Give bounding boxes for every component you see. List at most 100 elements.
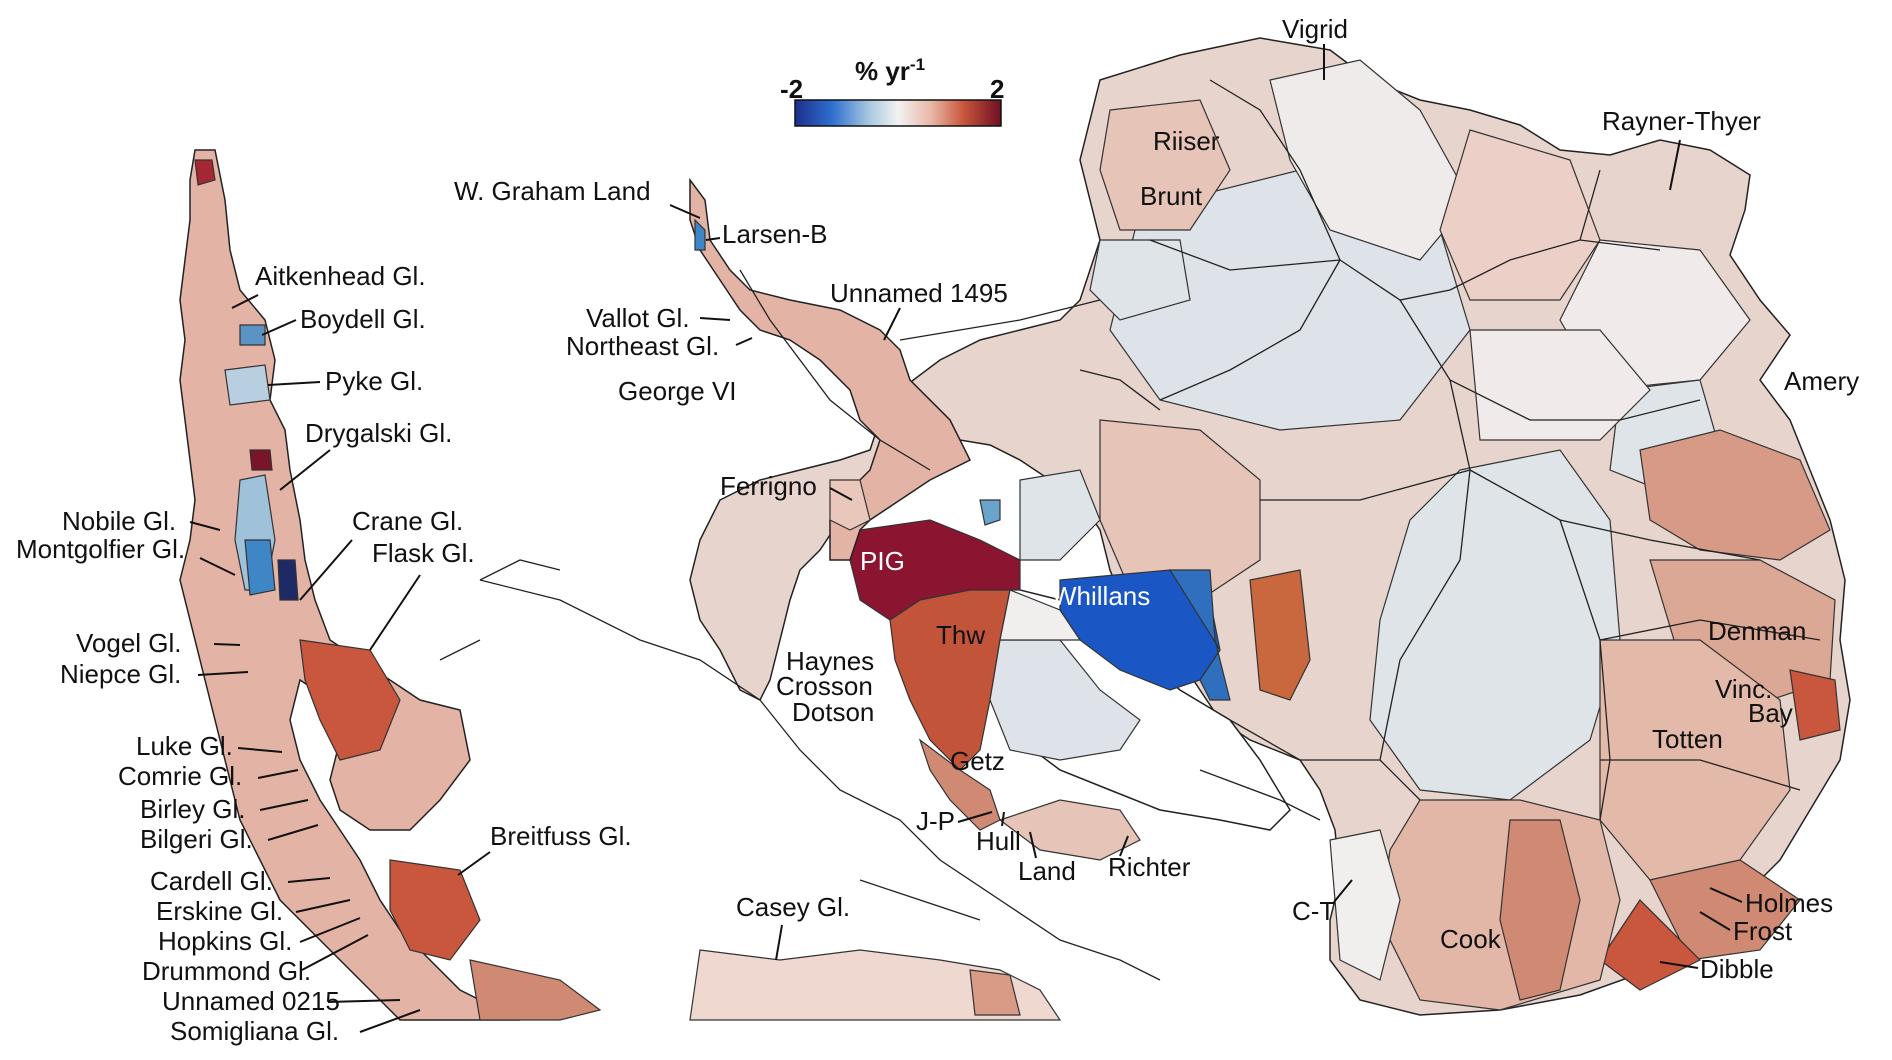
- colorbar-max-label: 2: [990, 74, 1004, 104]
- basin-east-ct: [1329, 829, 1401, 981]
- label-bilgeri: Bilgeri Gl.: [140, 824, 253, 854]
- basin-east-red-coast-vincennes: [1789, 669, 1841, 741]
- basin-east-riiser: [1099, 99, 1231, 231]
- colorbar-min-label: -2: [780, 74, 803, 104]
- basin-zoom-south-red: [469, 959, 602, 1021]
- peninsula-zoom: [179, 149, 1062, 1021]
- basin-west-pale-blue: [989, 639, 1141, 761]
- label-riiser: Riiser: [1153, 126, 1220, 156]
- colorbar-legend: % yr-1 -2 2: [780, 55, 1004, 127]
- west-antarctica: [849, 469, 1291, 861]
- grounding-line-middle: [739, 269, 931, 471]
- label-crosson: Crosson: [776, 671, 873, 701]
- label-larsen-b: Larsen-B: [722, 219, 828, 249]
- basin-zoom-boydell-blue: [239, 324, 266, 346]
- label-vallot: Vallot Gl.: [586, 303, 690, 333]
- label-amery: Amery: [1784, 366, 1859, 396]
- label-northeast: Northeast Gl.: [566, 331, 719, 361]
- basin-west-pale-blue-north: [1019, 469, 1101, 561]
- label-jp: J-P: [916, 806, 955, 836]
- label-thw: Thw: [936, 620, 985, 650]
- label-w-graham-land: W. Graham Land: [454, 176, 651, 206]
- peninsula-labels: Aitkenhead Gl. Boydell Gl. Pyke Gl. Dryg…: [16, 261, 850, 1046]
- label-nobile: Nobile Gl.: [62, 506, 176, 536]
- basin-zoom-montgolfier-blue: [244, 539, 276, 596]
- label-niepce: Niepce Gl.: [60, 659, 181, 689]
- east-antarctica: [689, 37, 1851, 1016]
- east-divides: [1149, 79, 1821, 821]
- basin-east-red-denman: [1639, 429, 1831, 561]
- label-boydell: Boydell Gl.: [300, 304, 426, 334]
- label-ct: C-T: [1292, 896, 1335, 926]
- label-unnamed-1495: Unnamed 1495: [830, 278, 1008, 308]
- label-vigrid: Vigrid: [1282, 14, 1348, 44]
- basin-zoom-casey-red: [969, 969, 1021, 1016]
- basin-getz: [918, 738, 1001, 831]
- label-land: Land: [1018, 856, 1076, 886]
- basin-thwaites: [889, 589, 1011, 771]
- label-cook: Cook: [1440, 924, 1502, 954]
- label-pyke: Pyke Gl.: [325, 366, 423, 396]
- basin-zoom-north-red: [194, 159, 216, 186]
- basin-east-cook: [1379, 799, 1621, 1011]
- label-hopkins: Hopkins Gl.: [158, 926, 292, 956]
- basin-east-pale-red-west: [1099, 419, 1261, 601]
- label-vinc: Vinc.: [1715, 674, 1772, 704]
- basin-east-dibble: [1599, 899, 1702, 991]
- label-unnamed-0215: Unnamed 0215: [162, 986, 340, 1016]
- basin-zoom-crane-navy: [277, 559, 299, 601]
- colorbar-title: % yr-1: [855, 55, 925, 86]
- label-erskine: Erskine Gl.: [156, 896, 283, 926]
- basin-east-red-whillans-east: [1249, 569, 1311, 701]
- label-ferrigno: Ferrigno: [720, 471, 817, 501]
- east-labels: Vigrid Riiser Brunt Rayner-Thyer Amery D…: [1140, 14, 1859, 984]
- label-bay: Bay: [1748, 698, 1793, 728]
- label-holmes: Holmes: [1745, 888, 1833, 918]
- basin-west-pale-red-coast: [998, 799, 1141, 861]
- label-somigliana: Somigliana Gl.: [170, 1016, 339, 1046]
- basin-zoom-flask-red: [299, 639, 401, 761]
- west-labels: W. Graham Land Larsen-B Unnamed 1495 Val…: [454, 176, 1191, 886]
- label-casey: Casey Gl.: [736, 892, 850, 922]
- basin-east-brunt-blue: [1089, 239, 1191, 321]
- label-luke: Luke Gl.: [136, 731, 233, 761]
- basin-zoom-pyke-blue: [224, 364, 271, 406]
- outline-lines: [439, 299, 1321, 981]
- label-flask: Flask Gl.: [372, 538, 475, 568]
- label-aitkenhead: Aitkenhead Gl.: [255, 261, 426, 291]
- label-comrie: Comrie Gl.: [118, 761, 242, 791]
- basin-zoom-breitfuss-red: [389, 859, 481, 961]
- label-breitfuss: Breitfuss Gl.: [490, 821, 632, 851]
- label-whillans: Whillans: [1052, 581, 1150, 611]
- label-denman: Denman: [1708, 616, 1806, 646]
- basin-east-cook-red: [1499, 819, 1581, 1001]
- label-drummond: Drummond Gl.: [142, 956, 311, 986]
- label-dibble: Dibble: [1700, 954, 1774, 984]
- basin-zoom-casey-region: [689, 949, 1062, 1021]
- basin-west-neutral: [999, 589, 1082, 641]
- label-rayner-thyer: Rayner-Thyer: [1602, 106, 1761, 136]
- basin-george-vi-blue: [979, 499, 1001, 526]
- basin-east-pale-red-northeast: [1439, 129, 1601, 301]
- label-crane: Crane Gl.: [352, 506, 463, 536]
- colorbar-ramp: [794, 99, 1002, 127]
- label-cardell: Cardell Gl.: [150, 866, 273, 896]
- label-brunt: Brunt: [1140, 181, 1203, 211]
- label-pig: PIG: [860, 546, 905, 576]
- label-drygalski: Drygalski Gl.: [305, 418, 452, 448]
- label-george-vi: George VI: [618, 376, 737, 406]
- label-dotson: Dotson: [792, 697, 874, 727]
- label-totten: Totten: [1652, 724, 1723, 754]
- peninsula-middle-landmass: [689, 177, 972, 561]
- basin-larsen-b: [694, 218, 706, 251]
- basin-zoom-drygalski-red: [249, 449, 273, 471]
- label-haynes: Haynes: [786, 646, 874, 676]
- label-birley: Birley Gl.: [140, 794, 245, 824]
- label-vogel: Vogel Gl.: [76, 628, 182, 658]
- label-montgolfier: Montgolfier Gl.: [16, 534, 185, 564]
- label-richter: Richter: [1108, 852, 1191, 882]
- label-frost: Frost: [1733, 916, 1793, 946]
- label-getz: Getz: [950, 746, 1005, 776]
- label-hull: Hull: [976, 826, 1021, 856]
